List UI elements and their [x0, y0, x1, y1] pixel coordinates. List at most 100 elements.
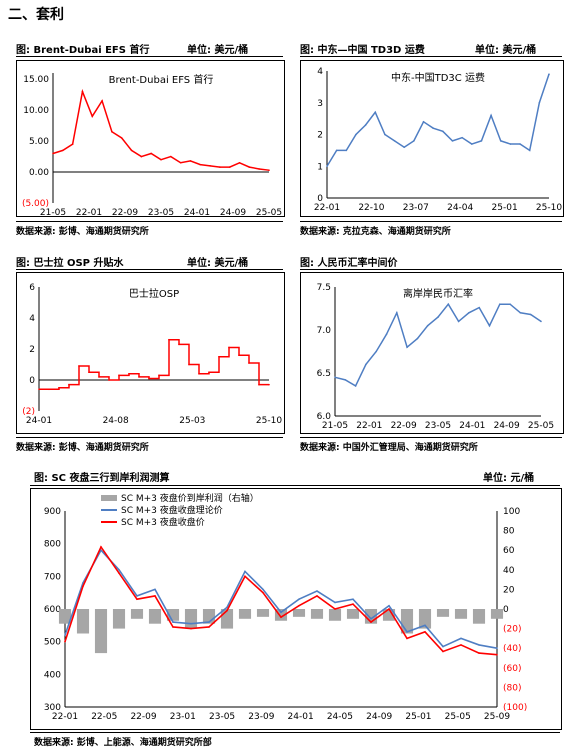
data-point — [199, 163, 202, 166]
data-point — [447, 303, 450, 305]
chart-title: 巴士拉OSP — [129, 287, 179, 300]
close-price-line-point — [478, 652, 480, 654]
close-price-line-point — [496, 653, 498, 656]
data-point — [432, 127, 434, 129]
data-point — [118, 374, 120, 377]
theory-price-line-point — [370, 618, 372, 620]
data-point — [101, 100, 103, 102]
data-point — [178, 343, 180, 346]
close-price-line-point — [262, 591, 264, 594]
panel1-unit: 单位: 美元/桶 — [187, 45, 249, 56]
data-point — [509, 143, 512, 145]
data-point — [52, 152, 54, 155]
close-price-line-point — [334, 608, 336, 610]
data-point — [88, 371, 90, 374]
theory-price-line-point — [82, 582, 84, 584]
data-point — [98, 376, 100, 378]
profit-bar — [454, 609, 468, 619]
right-y-tick-label: 80 — [503, 527, 515, 537]
data-point — [78, 365, 80, 367]
data-point — [91, 115, 94, 118]
data-point — [208, 371, 210, 374]
close-price-line-point — [406, 637, 408, 640]
close-price-line-point — [100, 546, 102, 548]
data-point — [335, 149, 338, 152]
profit-bar — [328, 609, 342, 621]
data-point — [209, 165, 211, 167]
data-point — [48, 388, 50, 391]
data-point — [268, 383, 270, 386]
right-y-tick-label: (40) — [503, 644, 521, 654]
profit-bar — [382, 609, 396, 621]
panel3-top-rule — [16, 269, 283, 270]
left-y-tick-label: 400 — [44, 670, 61, 680]
x-tick-label: 21-05 — [322, 421, 348, 431]
theory-price-line-point — [64, 634, 66, 636]
x-tick-label: 25-05 — [528, 421, 554, 431]
data-point — [68, 383, 70, 386]
y-tick-label: 0 — [29, 376, 35, 386]
x-tick-label: 24-01 — [288, 712, 314, 722]
y-tick-label: 7.5 — [317, 283, 331, 293]
x-tick-label: 24-09 — [494, 421, 520, 431]
panel2-source: 数据来源: 克拉克森、海通期货研究所 — [300, 227, 451, 237]
profit-bar — [472, 609, 486, 624]
panel1-bottom-rule — [16, 221, 283, 222]
data-point — [248, 166, 251, 168]
x-tick-label: 25-10 — [256, 416, 282, 426]
data-point — [326, 165, 328, 168]
panel3-bottom-rule — [16, 437, 283, 438]
panel5-source: 数据来源: 彭博、上能源、海通期货研究所部 — [34, 738, 212, 748]
data-point — [334, 376, 336, 379]
chart-title: 离岸岸民币汇率 — [403, 287, 473, 300]
theory-price-line-point — [100, 549, 102, 551]
x-tick-label: 24-04 — [447, 203, 473, 213]
left-y-tick-label: 700 — [44, 572, 61, 582]
x-tick-label: 23-01 — [170, 712, 196, 722]
profit-bar — [436, 609, 450, 617]
x-tick-label: 22-09 — [391, 421, 417, 431]
profit-bar — [130, 609, 144, 619]
theory-price-line-point — [496, 647, 498, 649]
profit-bar — [184, 609, 198, 629]
y-tick-label: 4 — [317, 67, 323, 77]
panel2-unit: 单位: 美元/桶 — [475, 45, 537, 56]
data-point — [457, 320, 460, 323]
data-point — [375, 350, 377, 353]
close-price-line-point — [172, 626, 174, 628]
y-tick-label: 6.5 — [317, 369, 331, 379]
data-point — [406, 346, 408, 348]
profit-bar — [148, 609, 162, 624]
profit-bar — [112, 609, 126, 629]
right-y-tick-label: 20 — [503, 585, 515, 595]
data-point — [148, 377, 150, 380]
x-tick-label: 24-05 — [327, 712, 353, 722]
theory-price-line-point — [388, 604, 390, 607]
x-tick-label: 24-01 — [459, 421, 485, 431]
data-point — [228, 166, 231, 168]
theory-price-line-point — [316, 590, 318, 592]
data-point — [490, 114, 492, 117]
data-point — [540, 320, 542, 323]
data-point — [529, 313, 532, 316]
panel4-source: 数据来源: 中国外汇管理局、海通期货研究所 — [300, 443, 478, 453]
data-point — [189, 160, 192, 162]
right-y-tick-label: (20) — [503, 625, 521, 635]
data-point — [108, 379, 110, 381]
panel1-caption: 图: Brent-Dubai EFS 首行 — [16, 45, 150, 56]
profit-bar — [292, 609, 306, 617]
y-tick-label: 0 — [317, 194, 323, 204]
data-point — [468, 312, 470, 314]
theory-price-line-point — [478, 644, 480, 646]
data-point — [385, 333, 388, 336]
y-tick-label: 0.00 — [29, 168, 49, 178]
series-line — [326, 73, 550, 167]
theory-price-line-point — [334, 601, 336, 604]
close-price-line-point — [424, 631, 426, 633]
data-point — [128, 373, 130, 375]
left-y-tick-label: 300 — [44, 703, 61, 713]
data-point — [170, 155, 172, 158]
data-point — [416, 337, 419, 340]
close-price-line-point — [118, 572, 120, 574]
x-tick-label: 22-10 — [358, 203, 384, 213]
